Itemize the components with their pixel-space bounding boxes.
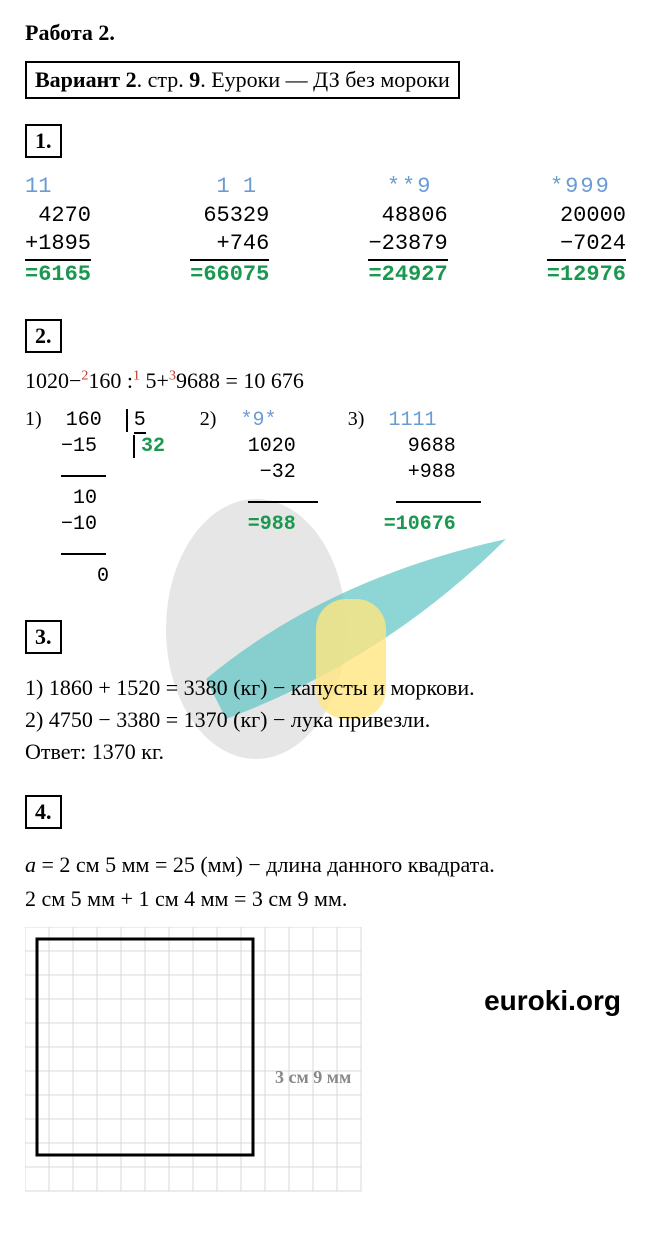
problem-number-4: 4. [25,795,62,829]
problem-number-3: 3. [25,620,62,654]
p3-line1: 1) 1860 + 1520 = 3380 (кг) − капусты и м… [25,675,626,701]
steps-row: 1) 160 5 −15 32 10 −10 0 2) *9* 1020 −32… [25,406,626,590]
step-1-division: 1) 160 5 −15 32 10 −10 0 [25,406,170,590]
column-calcs-row: 11 4270 +1895 =6165 1 1 65329 +746 =6607… [25,173,626,289]
grid-drawing: 3 см 9 мм [25,927,626,1207]
problem-number-1: 1. [25,124,62,158]
problem-1: 1. 11 4270 +1895 =6165 1 1 65329 +746 =6… [25,124,626,289]
calc-col-2: 1 1 65329 +746 =66075 [190,173,269,289]
header-rest: . Еуроки — ДЗ без мороки [200,67,450,92]
problem-2: 2. 1020−2160 :1 5+39688 = 10 676 1) 160 … [25,319,626,590]
problem-3: 3. 1) 1860 + 1520 = 3380 (кг) − капусты … [25,620,626,765]
calc-col-4: *999 20000 −7024 =12976 [547,173,626,289]
equation-line: 1020−2160 :1 5+39688 = 10 676 [25,368,626,394]
grid-dimension-label: 3 см 9 мм [275,1067,351,1088]
work-title: Работа 2. [25,20,626,46]
header-box: Вариант 2. стр. 9. Еуроки — ДЗ без морок… [25,61,460,99]
page-label: . стр. [137,67,184,92]
euroki-logo: euroki.org [484,985,621,1017]
calc-col-1: 11 4270 +1895 =6165 [25,173,91,289]
calc-col-3: **9 48806 −23879 =24927 [368,173,447,289]
step-3-addition: 3) 1111 9688 +988 =10676 [348,406,481,590]
step-2-subtraction: 2) *9* 1020 −32 =988 [200,406,318,590]
p4-line1: a = 2 см 5 мм = 25 (мм) − длина данного … [25,852,626,878]
p4-line2: 2 см 5 мм + 1 см 4 мм = 3 см 9 мм. [25,886,626,912]
p3-line2: 2) 4750 − 3380 = 1370 (кг) − лука привез… [25,707,626,733]
p3-answer: Ответ: 1370 кг. [25,739,626,765]
variant-label: Вариант 2 [35,67,137,92]
page-number: 9 [184,67,201,92]
problem-number-2: 2. [25,319,62,353]
